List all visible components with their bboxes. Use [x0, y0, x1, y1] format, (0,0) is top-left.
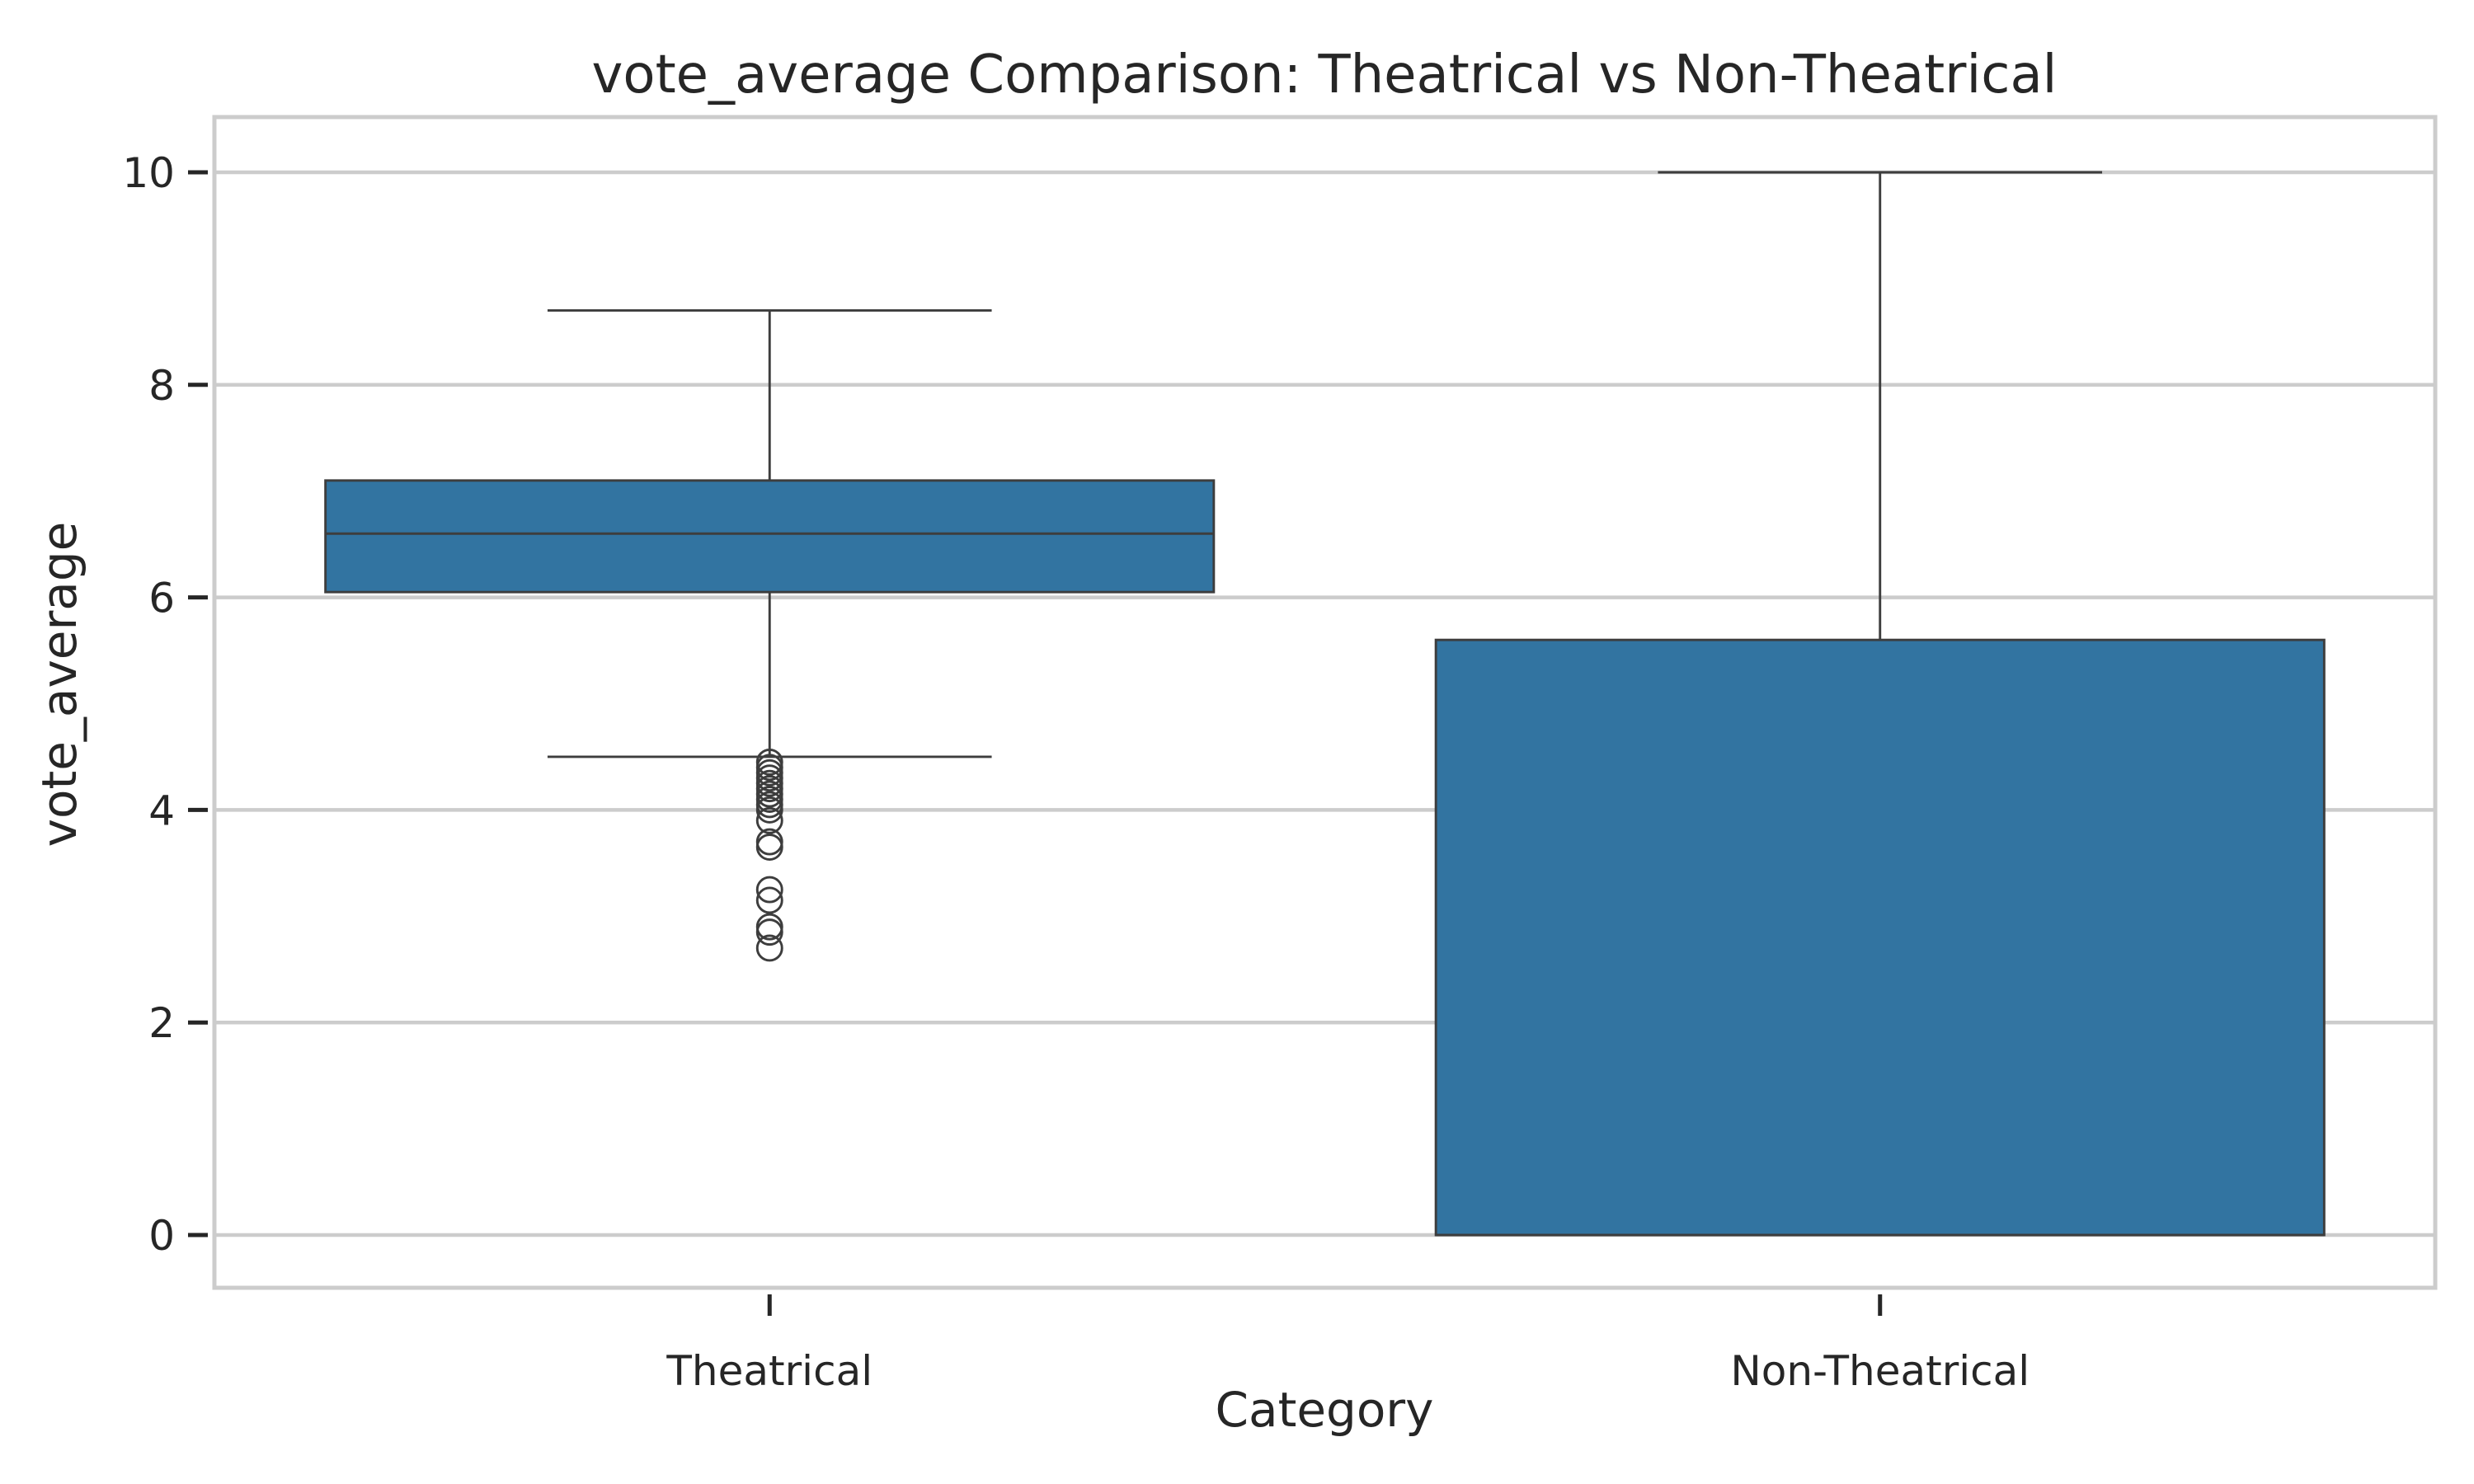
y-axis-label: vote_average: [31, 522, 87, 848]
box-iqr: [324, 479, 1216, 594]
y-tick-label: 6: [148, 575, 175, 622]
chart-title: vote_average Comparison: Theatrical vs N…: [592, 45, 2058, 106]
y-tick-label: 10: [122, 149, 175, 197]
plot-frame: [212, 115, 2438, 1290]
y-axis: 0 2 4 6 8 10: [122, 149, 208, 1260]
outlier-point: [755, 796, 783, 824]
x-tick-label: Theatrical: [666, 1347, 872, 1395]
y-tick-label: 8: [148, 362, 175, 410]
y-tick-label: 0: [148, 1212, 175, 1260]
x-axis-label: Category: [1216, 1382, 1434, 1438]
outlier-point: [755, 834, 783, 861]
y-tick-label: 4: [148, 787, 175, 834]
x-tick-label: Non-Theatrical: [1730, 1347, 2030, 1395]
outlier-point: [755, 876, 783, 904]
x-axis: Theatrical Non-Theatrical: [666, 1294, 2030, 1395]
boxes: [324, 171, 2326, 1237]
y-tick-label: 2: [148, 999, 175, 1047]
outlier-point: [755, 806, 783, 834]
outlier-point: [755, 918, 783, 946]
box-iqr: [1434, 638, 2326, 1237]
outlier-point: [755, 934, 783, 962]
outlier-point: [755, 886, 783, 914]
